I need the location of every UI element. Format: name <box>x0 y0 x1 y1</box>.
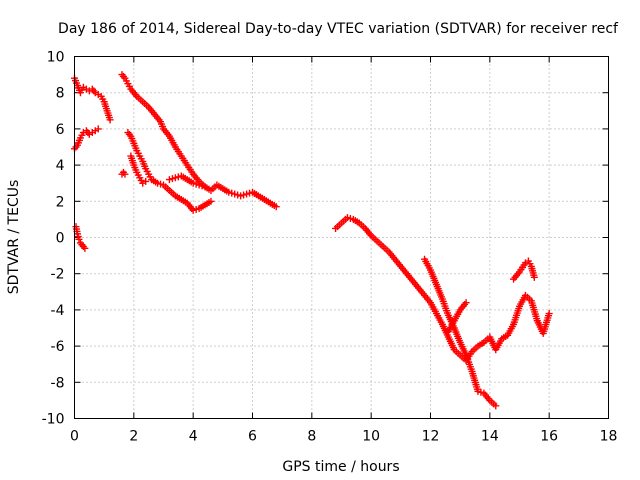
data-point <box>545 310 553 318</box>
y-tick-label: 2 <box>56 194 65 210</box>
x-tick-label: 4 <box>189 429 198 445</box>
data-point <box>94 125 102 133</box>
x-tick-label: 6 <box>248 429 257 445</box>
data-point <box>207 197 215 205</box>
chart-title: Day 186 of 2014, Sidereal Day-to-day VTE… <box>58 21 619 37</box>
x-tick-label: 14 <box>481 429 499 445</box>
data-point <box>462 299 470 307</box>
series-trace-l <box>510 257 538 283</box>
y-tick-label: 4 <box>56 158 65 174</box>
axis-ticks: 0 2 4 6 8 10 12 14 16 18 -10 -8 -6 -4 -2 0 2 4 6 8 10 <box>42 50 618 445</box>
data-point <box>81 244 89 252</box>
series-trace-f <box>124 129 215 214</box>
x-tick-label: 12 <box>422 429 440 445</box>
y-tick-label: -4 <box>51 303 65 319</box>
data-point <box>106 116 114 124</box>
y-axis-label: SDTVAR / TECUs <box>6 180 22 295</box>
data-points <box>71 71 553 410</box>
x-tick-label: 16 <box>540 429 558 445</box>
y-tick-label: -2 <box>51 267 65 283</box>
data-point <box>142 177 150 185</box>
plot-frame <box>74 56 609 419</box>
series-trace-i <box>332 214 553 365</box>
x-axis-label: GPS time / hours <box>282 459 399 475</box>
data-point <box>201 183 209 191</box>
x-tick-label: 8 <box>307 429 316 445</box>
series-trace-d <box>118 71 280 211</box>
x-tick-label: 0 <box>70 429 79 445</box>
data-point <box>75 235 83 243</box>
y-tick-label: -8 <box>51 375 65 391</box>
y-tick-label: -6 <box>51 339 65 355</box>
x-tick-label: 18 <box>600 429 618 445</box>
series-trace-b <box>71 125 102 153</box>
series-trace-e <box>118 168 129 178</box>
data-point <box>121 170 129 178</box>
y-tick-label: 0 <box>56 231 65 247</box>
data-point <box>272 203 280 211</box>
series-trace-a <box>71 74 114 124</box>
y-tick-label: 10 <box>47 50 65 66</box>
data-point <box>530 273 538 281</box>
y-tick-label: -10 <box>42 412 65 428</box>
x-tick-label: 10 <box>362 429 380 445</box>
y-tick-label: 6 <box>56 122 65 138</box>
series-trace-g <box>127 152 150 187</box>
series-trace-k <box>444 299 470 336</box>
series-trace-h <box>165 172 209 191</box>
series-trace-c <box>72 223 89 252</box>
x-tick-label: 2 <box>129 429 138 445</box>
data-point <box>492 402 500 410</box>
series-trace-j <box>421 255 500 410</box>
y-tick-label: 8 <box>56 86 65 102</box>
